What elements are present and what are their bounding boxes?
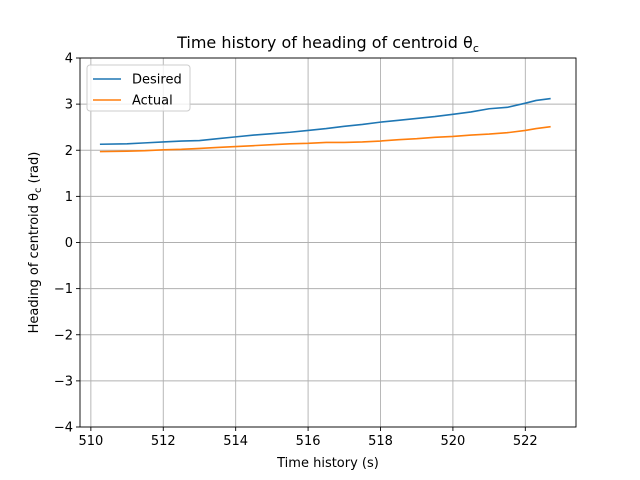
y-axis-label: Heading of centroid θc (rad) (27, 152, 44, 334)
legend-label-desired: Desired (132, 73, 182, 88)
y-axis-label-main: Heading of centroid θ (27, 193, 42, 333)
chart-title: Time history of heading of centroid θc (176, 33, 479, 55)
chart-title-subscript: c (473, 42, 479, 55)
x-axis-label: Time history (s) (276, 456, 379, 471)
x-tick-label: 516 (296, 434, 321, 449)
x-tick-label: 514 (223, 434, 248, 449)
y-tick-label: −3 (54, 374, 73, 389)
series-lines (99, 97, 551, 153)
series-line-desired (99, 97, 551, 146)
y-tick-label: 2 (65, 144, 73, 159)
x-tick-label: 512 (151, 434, 176, 449)
y-tick-label: 4 (65, 52, 73, 67)
y-tick-label: −1 (54, 282, 73, 297)
y-tick-label: 3 (65, 98, 73, 113)
y-axis-label-subscript: c (33, 188, 44, 194)
y-tick-label: 0 (65, 236, 73, 251)
x-tick-label: 518 (368, 434, 393, 449)
y-tick-label: 1 (65, 190, 73, 205)
axis-ticks: 510 512 514 516 518 520 522 −4 −3 −2 −1 0 1 2 3 4 (54, 52, 538, 450)
x-tick-label: 522 (513, 434, 538, 449)
y-axis-label-suffix: (rad) (27, 152, 42, 188)
legend: Desired Actual (86, 64, 191, 112)
y-tick-label: −4 (54, 421, 73, 436)
x-tick-label: 520 (440, 434, 465, 449)
chart-title-main: Time history of heading of centroid θ (176, 33, 473, 52)
y-tick-label: −2 (54, 328, 73, 343)
series-line-actual (99, 125, 551, 153)
x-tick-label: 510 (78, 434, 103, 449)
legend-label-actual: Actual (132, 94, 173, 109)
